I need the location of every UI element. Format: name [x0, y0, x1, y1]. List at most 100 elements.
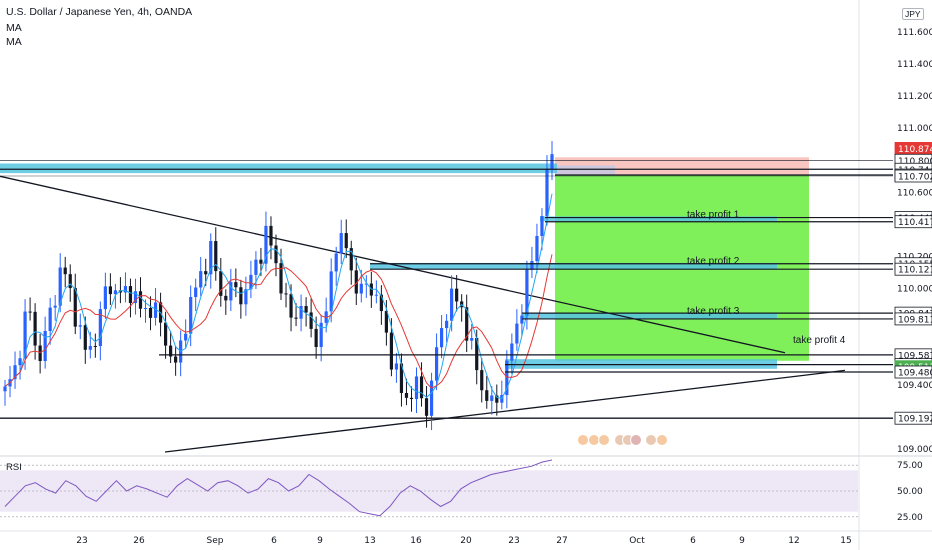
candle-body [68, 274, 72, 289]
economic-event-icon [645, 434, 657, 446]
stop-loss-area [555, 157, 809, 176]
price-tick-label: 109.400 [897, 381, 932, 391]
candle [434, 333, 439, 391]
candle [500, 380, 504, 410]
currency-badge[interactable]: JPY [902, 8, 924, 20]
candle-body [304, 306, 308, 313]
candle-body [169, 345, 173, 357]
candle [239, 279, 243, 319]
candle [214, 227, 218, 281]
candle-body [108, 286, 112, 295]
price-tag: 109.192 [894, 411, 932, 425]
candle [98, 301, 102, 361]
candle-body [133, 291, 138, 304]
candle-body [48, 307, 52, 331]
candle [445, 314, 449, 343]
candle-body [244, 289, 248, 305]
candle-body [394, 363, 399, 370]
candle-body [535, 235, 539, 262]
candle-body [214, 241, 218, 272]
candle-body [475, 338, 479, 371]
candle [530, 246, 534, 279]
time-tick-label: 23 [76, 536, 87, 546]
zones[interactable] [0, 163, 777, 369]
candle-body [424, 398, 429, 416]
candle-body [259, 259, 263, 264]
price-tag: 110.121 [894, 262, 932, 276]
candle [515, 309, 519, 351]
candle [319, 315, 323, 362]
price-tick-label: 111.600 [897, 28, 932, 38]
candle-body [540, 216, 544, 236]
candle [209, 233, 213, 289]
candle-body [138, 291, 143, 309]
candle-body [359, 283, 363, 294]
horizontal-lines[interactable] [0, 159, 893, 419]
price-tag-box [894, 169, 932, 183]
price-tag-label: 110.800 [898, 157, 932, 167]
rsi-label[interactable]: RSI [6, 462, 22, 473]
candle-body [384, 311, 388, 333]
candle-body [163, 322, 168, 346]
candle-body [3, 386, 7, 392]
price-tag: 109.811 [894, 312, 932, 325]
candle-body [284, 293, 288, 295]
ma-indicator-label-1[interactable]: MA [6, 22, 22, 34]
time-tick-label: 26 [133, 536, 145, 546]
candle [525, 260, 529, 330]
candle [194, 278, 198, 312]
candle-body [209, 241, 213, 275]
price-tag: 110.417 [894, 215, 932, 228]
candle-body [83, 325, 87, 350]
candle [354, 257, 358, 306]
candle-body [274, 245, 278, 264]
candle-body [93, 346, 97, 348]
candle-body [309, 312, 313, 329]
candle [429, 372, 434, 431]
candle-body [294, 317, 298, 319]
price-axis[interactable]: 109.000109.200109.400109.600109.800110.0… [894, 28, 932, 455]
candle-body [439, 328, 444, 348]
ma-indicator-label-2[interactable]: MA [6, 36, 22, 48]
candle-body [234, 282, 238, 288]
entry-marker [555, 165, 615, 176]
candle-body [490, 395, 494, 401]
candle-body [204, 271, 208, 275]
price-tick-label: 111.000 [897, 124, 932, 134]
candle-body [18, 358, 22, 366]
candle-body [103, 286, 107, 310]
candle [229, 268, 233, 312]
ma-fast-line [4, 193, 553, 400]
zone-tp1 [540, 216, 777, 222]
candle [153, 288, 158, 326]
candle [264, 211, 268, 272]
time-axis[interactable]: 23 26 Sep 6 9 13 16 20 23 27 Oct 6 9 12 15 [0, 530, 932, 546]
candle [48, 297, 52, 345]
price-tag-label: 109.192 [898, 415, 932, 425]
event-icons[interactable] [577, 434, 668, 446]
candle-body [550, 154, 554, 169]
trendlines[interactable] [0, 175, 846, 453]
price-tag: 110.874 [894, 142, 932, 155]
moving-averages [4, 193, 553, 400]
ascending-trendline [164, 369, 846, 453]
candle [199, 256, 203, 297]
economic-event-icon [577, 434, 589, 446]
candle [249, 260, 253, 299]
candle [455, 275, 459, 312]
candle [184, 319, 188, 348]
candle [485, 375, 489, 409]
price-tag-label: 109.811 [898, 315, 932, 325]
candle-body [339, 233, 343, 254]
candle-body [409, 397, 414, 400]
candle [394, 352, 399, 383]
candle [520, 304, 524, 337]
time-tick-label: Oct [629, 536, 645, 546]
candle-body [269, 225, 273, 246]
take-profit-label-2: take profit 2 [687, 256, 740, 267]
candle [465, 294, 469, 353]
economic-event-icon [630, 434, 642, 446]
candle [299, 294, 303, 332]
